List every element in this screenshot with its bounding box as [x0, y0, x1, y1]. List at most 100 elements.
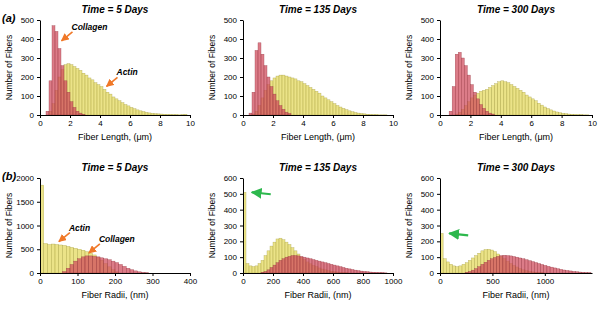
histogram-bar — [493, 252, 496, 273]
x-axis: 02004006008001000 — [241, 273, 403, 286]
x-tick-mark — [501, 115, 502, 118]
x-tick-label: 0 — [438, 277, 443, 286]
histogram-bar — [446, 262, 449, 273]
x-tick-label: 300 — [146, 277, 160, 286]
histogram-bar — [166, 114, 169, 115]
histogram-bar — [85, 75, 88, 115]
bars — [46, 26, 187, 115]
x-tick-label: 2 — [68, 119, 73, 128]
y-tick-mark — [37, 77, 40, 78]
y-tick-mark — [37, 226, 40, 227]
y-tick-mark — [240, 257, 243, 258]
histogram-bar — [449, 111, 452, 115]
x-tick-mark — [492, 273, 493, 276]
x-tick-mark — [100, 115, 101, 118]
histogram-bar — [522, 259, 525, 273]
histogram-bar — [276, 239, 279, 273]
y-tick: 200 — [421, 237, 440, 246]
x-tick-mark — [470, 115, 471, 118]
y-tick: 200 — [21, 73, 40, 82]
histogram-bar — [108, 260, 112, 273]
histogram-bar — [586, 114, 589, 115]
y-tick: 300 — [21, 54, 40, 63]
x-tick: 0 — [38, 273, 43, 286]
y-tick: 600 — [421, 174, 440, 183]
y-tick-mark — [240, 20, 243, 21]
histogram-bar — [82, 73, 85, 115]
histogram-bar — [468, 271, 471, 273]
annotation-arrow — [62, 32, 73, 41]
annotation-arrow — [252, 192, 271, 194]
y-tick: 100 — [224, 92, 243, 101]
histogram-bar — [540, 105, 543, 115]
x-tick: 100 — [71, 273, 85, 286]
histogram-bar — [178, 114, 181, 115]
histogram-bar — [464, 66, 467, 115]
histogram-bar — [476, 93, 479, 115]
y-tick-label: 2000 — [16, 174, 34, 183]
x-axis-line — [41, 115, 191, 116]
histogram-bar — [126, 268, 130, 273]
histogram-bar — [580, 114, 583, 115]
x-tick: 400 — [184, 273, 198, 286]
histogram-bar — [291, 248, 294, 273]
x-tick-mark — [531, 115, 532, 118]
histogram-bar — [258, 43, 261, 115]
histogram-bar — [467, 75, 470, 115]
histogram-bar — [276, 101, 279, 115]
annotation-arrow — [89, 244, 100, 253]
y-tick-mark — [37, 249, 40, 250]
bars — [243, 192, 387, 273]
x-tick: 6 — [331, 115, 336, 128]
bars — [249, 43, 387, 115]
y-tick: 100 — [421, 253, 440, 262]
histogram-bar — [357, 271, 360, 273]
y-tick-label: 0 — [30, 269, 35, 278]
histogram-bar — [345, 110, 348, 115]
title: Time = 135 Days — [279, 4, 357, 15]
x-tick: 8 — [361, 115, 366, 128]
y-tick-mark — [240, 273, 243, 274]
histogram-bar — [79, 113, 82, 115]
histogram-bar — [88, 78, 91, 115]
bars — [40, 185, 149, 273]
histogram-bar — [48, 245, 52, 274]
y-tick: 600 — [224, 174, 243, 183]
title: Time = 5 Days — [82, 162, 149, 173]
x-tick-label: 1000 — [385, 277, 403, 286]
histogram-bar — [282, 259, 285, 273]
x-tick-label: 0 — [438, 119, 443, 128]
x-tick-mark — [545, 273, 546, 276]
x-tick: 6 — [529, 115, 534, 128]
annotation: Actin — [59, 223, 90, 242]
histogram-bar — [528, 97, 531, 115]
histogram-bar — [339, 107, 342, 115]
histogram-bar — [55, 245, 59, 274]
y-tick-mark — [37, 178, 40, 179]
y-axis-title: Number of Fibers — [404, 35, 414, 101]
histogram-bar — [478, 253, 481, 273]
y-tick-label: 200 — [224, 237, 238, 246]
x-tick: 10 — [186, 115, 195, 128]
histogram-bar — [481, 264, 484, 273]
histogram-bar — [130, 270, 134, 273]
histogram-bar — [104, 259, 108, 273]
histogram-bar — [360, 113, 363, 115]
histogram-bar — [91, 80, 94, 115]
series — [63, 256, 149, 273]
x-axis-title: Fiber Radii, (nm) — [284, 290, 351, 300]
y-tick-mark — [437, 273, 440, 274]
histogram-bar — [507, 83, 510, 115]
histogram-bar — [492, 86, 495, 115]
bars — [440, 233, 591, 273]
x-tick: 0 — [438, 115, 443, 128]
histogram-bar — [487, 260, 490, 273]
x-tick: 500 — [486, 273, 500, 286]
plot: 02468100100200300400500Fiber Length, (μm… — [207, 16, 398, 142]
histogram-bar — [560, 269, 563, 273]
y-tick-label: 400 — [421, 206, 435, 215]
histogram-bar — [96, 257, 100, 273]
histogram-bar — [78, 249, 82, 273]
histogram-bar — [74, 261, 78, 273]
histogram-bar — [512, 257, 515, 273]
